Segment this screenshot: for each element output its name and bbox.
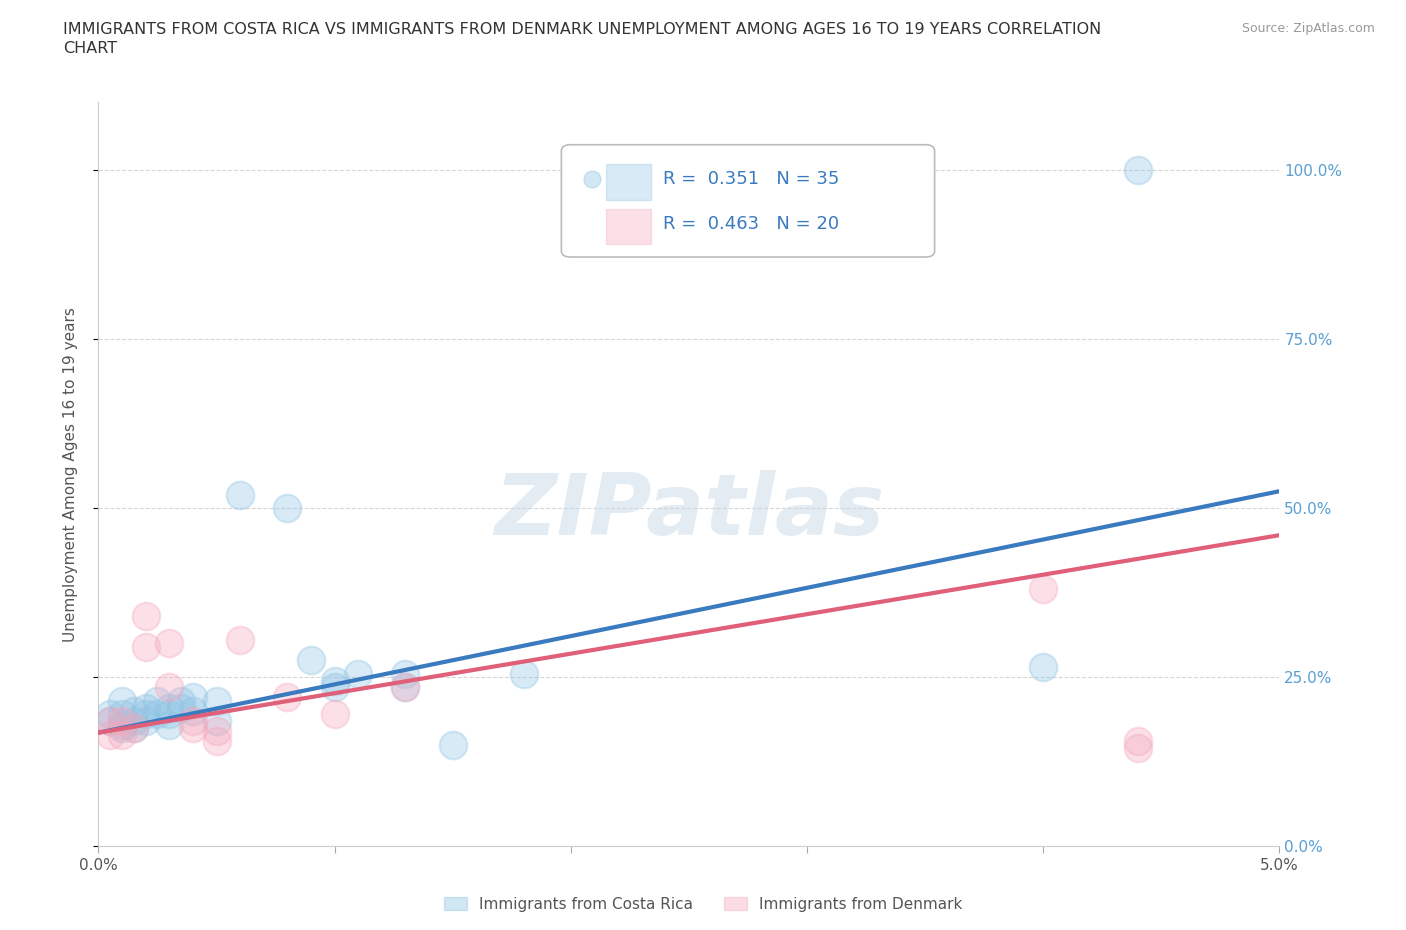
Point [122,721,145,736]
FancyBboxPatch shape [606,164,651,200]
Point [111,713,134,728]
Point [441,737,464,752]
Point [323,707,346,722]
Point [170,694,193,709]
Point [157,707,180,722]
Point [205,713,228,728]
Point [229,487,252,502]
Point [157,680,180,695]
Point [135,700,157,715]
Text: Source: ZipAtlas.com: Source: ZipAtlas.com [1241,22,1375,35]
Point [122,721,145,736]
Point [111,694,134,709]
Point [98,713,121,728]
Point [122,713,145,728]
Point [1126,741,1149,756]
Text: R =  0.463   N = 20: R = 0.463 N = 20 [664,215,839,232]
Point [135,713,157,728]
Point [394,680,416,695]
Point [394,667,416,682]
Point [157,636,180,651]
Point [1126,734,1149,749]
Text: IMMIGRANTS FROM COSTA RICA VS IMMIGRANTS FROM DENMARK UNEMPLOYMENT AMONG AGES 16: IMMIGRANTS FROM COSTA RICA VS IMMIGRANTS… [63,22,1101,37]
Point [170,700,193,715]
Point [181,721,204,736]
Point [347,667,370,682]
Point [1032,659,1054,674]
Point [135,639,157,654]
Point [181,690,204,705]
Point [229,632,252,647]
FancyBboxPatch shape [606,208,651,245]
Point [181,704,204,719]
Point [205,694,228,709]
Point [122,704,145,719]
Text: R =  0.351   N = 35: R = 0.351 N = 35 [664,170,839,188]
FancyBboxPatch shape [561,145,935,257]
Point [98,713,121,728]
Point [146,694,169,709]
Point [323,673,346,688]
Point [323,680,346,695]
Point [512,667,534,682]
Point [299,653,322,668]
Text: CHART: CHART [63,41,117,56]
Point [98,707,121,722]
Point [205,724,228,738]
Point [205,734,228,749]
Point [111,707,134,722]
Point [1032,582,1054,597]
Point [98,727,121,742]
Y-axis label: Unemployment Among Ages 16 to 19 years: Unemployment Among Ages 16 to 19 years [63,307,77,642]
Point [1126,163,1149,178]
Point [146,707,169,722]
Point [276,500,298,515]
Text: ZIPatlas: ZIPatlas [494,470,884,553]
Point [394,680,416,695]
Point [135,609,157,624]
Point [157,700,180,715]
Point [276,690,298,705]
Point [181,713,204,728]
Point [111,717,134,732]
Point [111,727,134,742]
Point [157,717,180,732]
Legend: Immigrants from Costa Rica, Immigrants from Denmark: Immigrants from Costa Rica, Immigrants f… [437,890,969,918]
Point [135,707,157,722]
Point [111,721,134,736]
